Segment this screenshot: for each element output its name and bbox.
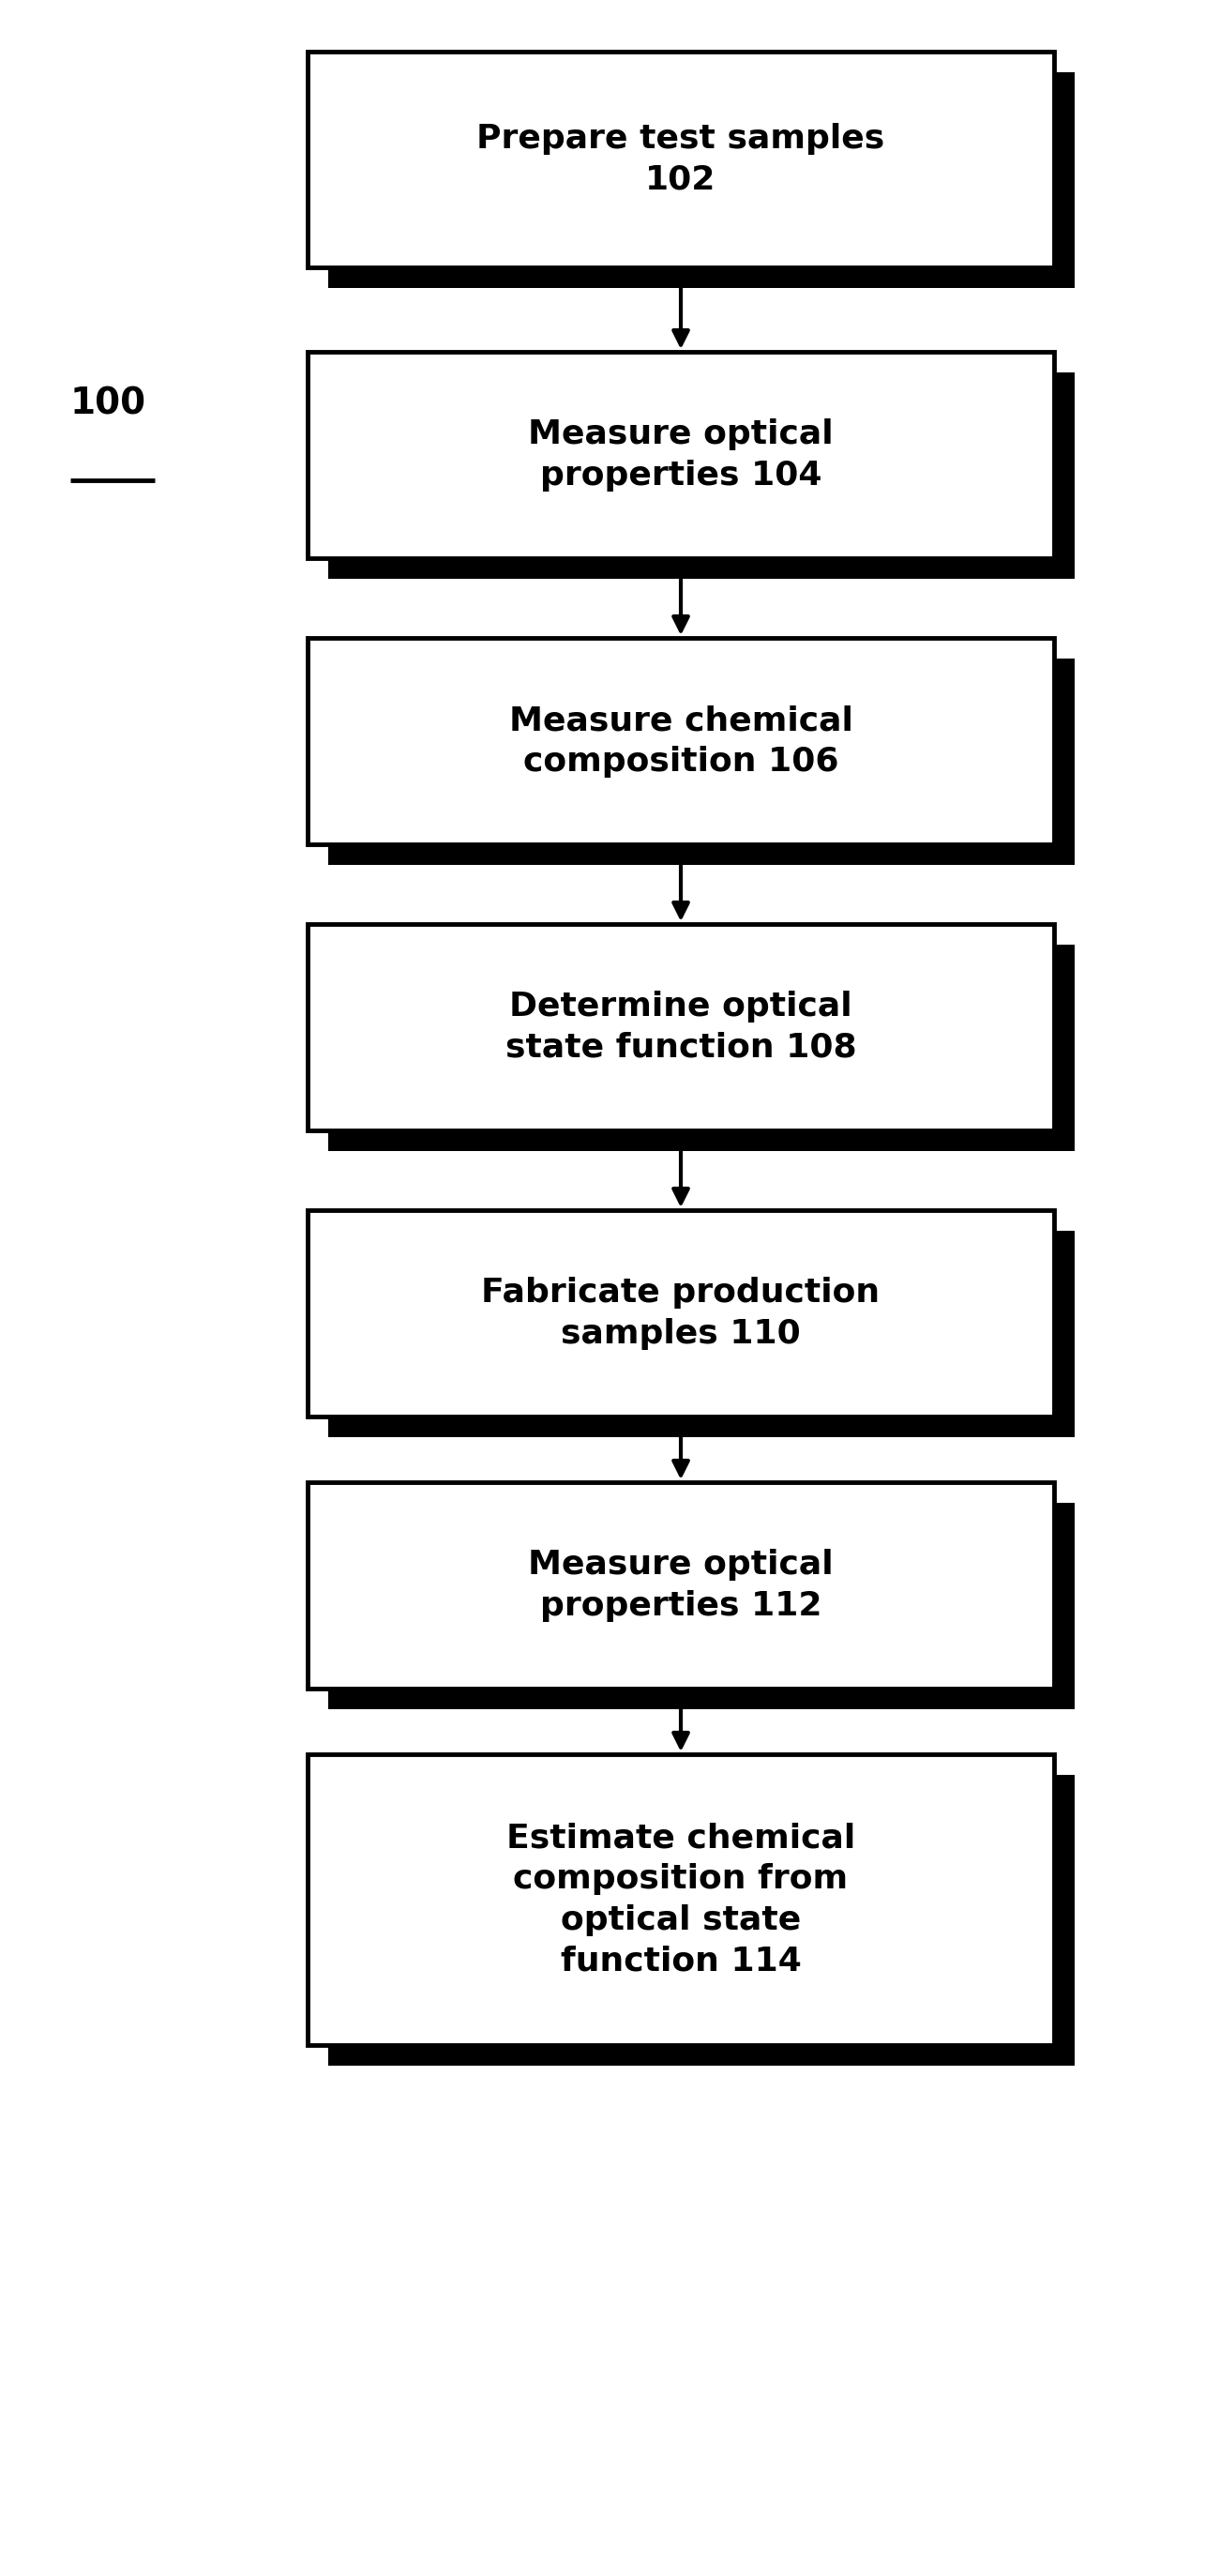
Bar: [307, 639, 1054, 845]
Text: Determine optical
state function 108: Determine optical state function 108: [505, 992, 857, 1064]
Text: Prepare test samples
102: Prepare test samples 102: [477, 124, 884, 196]
Bar: [328, 1502, 1075, 1710]
Bar: [307, 1754, 1054, 2045]
Bar: [307, 925, 1054, 1131]
Bar: [307, 1481, 1054, 1687]
Text: Estimate chemical
composition from
optical state
function 114: Estimate chemical composition from optic…: [506, 1824, 856, 1976]
Text: Measure optical
properties 104: Measure optical properties 104: [528, 420, 834, 492]
Bar: [328, 1231, 1075, 1437]
Bar: [328, 72, 1075, 289]
Bar: [307, 1211, 1054, 1417]
Text: Measure chemical
composition 106: Measure chemical composition 106: [509, 706, 853, 778]
Bar: [328, 659, 1075, 866]
Bar: [328, 1775, 1075, 2066]
Text: Measure optical
properties 112: Measure optical properties 112: [528, 1548, 834, 1623]
Bar: [307, 353, 1054, 559]
Bar: [328, 374, 1075, 580]
Text: 100: 100: [70, 386, 146, 422]
Bar: [307, 52, 1054, 268]
Bar: [328, 945, 1075, 1151]
Text: Fabricate production
samples 110: Fabricate production samples 110: [482, 1278, 880, 1350]
